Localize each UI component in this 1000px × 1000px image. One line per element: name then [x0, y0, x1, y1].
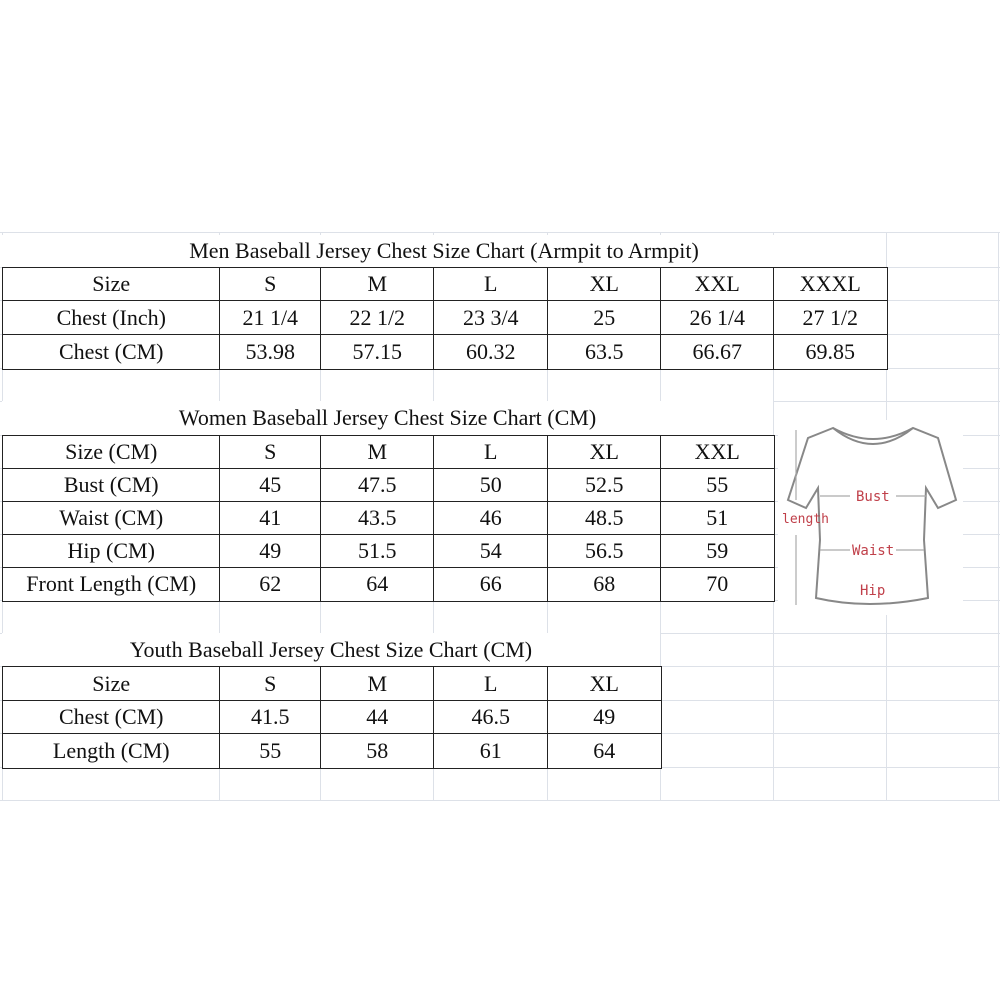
- men-cell: XXXL: [773, 267, 888, 302]
- women-cell: 64: [320, 567, 435, 602]
- men-cell: 26 1/4: [660, 300, 775, 336]
- men-row-label: Chest (CM): [2, 334, 221, 370]
- youth-row-label: Chest (CM): [2, 700, 221, 735]
- men-cell: L: [433, 267, 549, 302]
- men-cell: 53.98: [219, 334, 322, 370]
- women-row-label: Front Length (CM): [2, 567, 221, 602]
- men-cell: 25: [547, 300, 662, 336]
- women-cell: 41: [219, 501, 322, 536]
- men-cell: 27 1/2: [773, 300, 888, 336]
- women-table-title: Women Baseball Jersey Chest Size Chart (…: [2, 401, 773, 435]
- youth-cell: 44: [320, 700, 435, 735]
- gridline: [998, 232, 999, 800]
- women-cell: 45: [219, 468, 322, 503]
- shirt-measurement-diagram: Bust Waist Hip length: [778, 420, 963, 615]
- women-cell: 51.5: [320, 534, 435, 569]
- men-cell: S: [219, 267, 322, 302]
- women-cell: M: [320, 435, 435, 470]
- women-cell: 50: [433, 468, 549, 503]
- women-cell: XL: [547, 435, 662, 470]
- women-cell: 52.5: [547, 468, 662, 503]
- youth-cell: 49: [547, 700, 662, 735]
- women-row-label: Hip (CM): [2, 534, 221, 569]
- youth-cell: 64: [547, 733, 662, 769]
- gridline: [0, 232, 1000, 233]
- women-cell: 70: [660, 567, 775, 602]
- men-row-label: Chest (Inch): [2, 300, 221, 336]
- women-row-label: Waist (CM): [2, 501, 221, 536]
- women-cell: 62: [219, 567, 322, 602]
- women-cell: 46: [433, 501, 549, 536]
- women-cell: S: [219, 435, 322, 470]
- youth-cell: 55: [219, 733, 322, 769]
- length-label: length: [782, 512, 829, 527]
- men-row-label: Size: [2, 267, 221, 302]
- men-table-title: Men Baseball Jersey Chest Size Chart (Ar…: [2, 235, 886, 267]
- women-cell: 55: [660, 468, 775, 503]
- women-row-label: Size (CM): [2, 435, 221, 470]
- women-cell: 51: [660, 501, 775, 536]
- men-cell: 21 1/4: [219, 300, 322, 336]
- youth-cell: 61: [433, 733, 549, 769]
- women-cell: 49: [219, 534, 322, 569]
- bust-label: Bust: [856, 489, 890, 505]
- women-cell: 54: [433, 534, 549, 569]
- youth-row-label: Size: [2, 666, 221, 702]
- hip-label: Hip: [860, 583, 885, 599]
- women-row-label: Bust (CM): [2, 468, 221, 503]
- youth-cell: L: [433, 666, 549, 702]
- men-cell: 57.15: [320, 334, 435, 370]
- youth-cell: M: [320, 666, 435, 702]
- men-cell: XL: [547, 267, 662, 302]
- men-cell: 63.5: [547, 334, 662, 370]
- men-cell: 66.67: [660, 334, 775, 370]
- shirt-outline: [786, 426, 958, 605]
- men-cell: XXL: [660, 267, 775, 302]
- women-cell: XXL: [660, 435, 775, 470]
- gridline: [0, 800, 1000, 801]
- men-cell: 22 1/2: [320, 300, 435, 336]
- youth-cell: 41.5: [219, 700, 322, 735]
- women-cell: L: [433, 435, 549, 470]
- youth-cell: S: [219, 666, 322, 702]
- youth-row-label: Length (CM): [2, 733, 221, 769]
- women-cell: 48.5: [547, 501, 662, 536]
- youth-cell: 58: [320, 733, 435, 769]
- men-cell: 69.85: [773, 334, 888, 370]
- women-cell: 56.5: [547, 534, 662, 569]
- women-cell: 43.5: [320, 501, 435, 536]
- youth-cell: XL: [547, 666, 662, 702]
- waist-label: Waist: [852, 543, 894, 559]
- men-cell: 23 3/4: [433, 300, 549, 336]
- men-cell: M: [320, 267, 435, 302]
- women-cell: 59: [660, 534, 775, 569]
- youth-table-title: Youth Baseball Jersey Chest Size Chart (…: [2, 633, 660, 666]
- women-cell: 68: [547, 567, 662, 602]
- women-cell: 66: [433, 567, 549, 602]
- women-cell: 47.5: [320, 468, 435, 503]
- men-cell: 60.32: [433, 334, 549, 370]
- youth-cell: 46.5: [433, 700, 549, 735]
